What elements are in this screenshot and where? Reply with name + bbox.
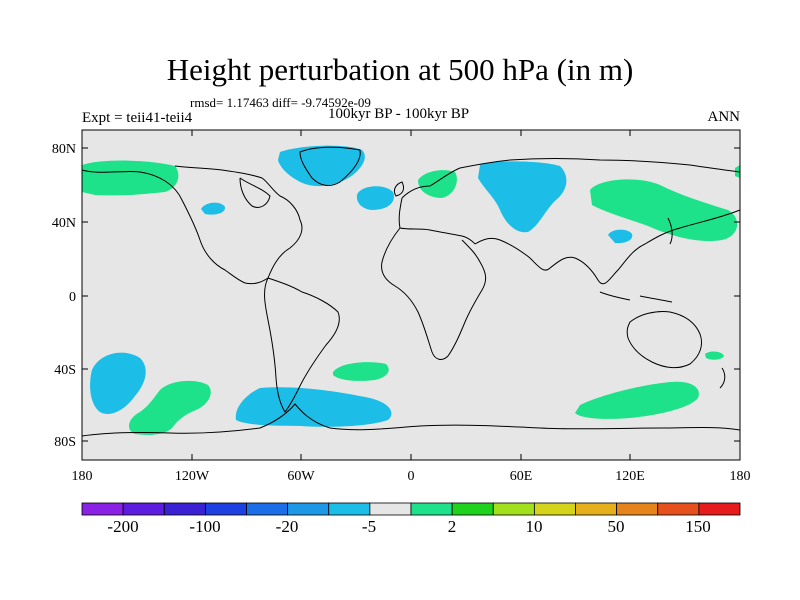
lat-label: 40S	[54, 363, 76, 378]
anomaly-pacific-small-negative	[201, 202, 226, 215]
coast-south-america	[264, 277, 340, 413]
colorbar-labels: -200 -100 -20 -5 2 10 50 150	[107, 517, 710, 536]
anomaly-scandinavia-positive	[418, 170, 457, 198]
colorbar-label: 50	[608, 517, 625, 536]
coastline-layer	[81, 146, 741, 437]
experiment-label: Expt = teii41-teii4	[82, 110, 193, 126]
colorbar-swatch	[287, 502, 330, 516]
coast-new-zealand	[719, 367, 726, 389]
colorbar-label: 2	[448, 517, 457, 536]
coast-antarctica	[81, 403, 741, 437]
colorbar-swatch	[657, 502, 700, 516]
lat-label: 80S	[54, 435, 76, 450]
coast-uk	[393, 181, 405, 197]
anomaly-tasman-positive	[705, 351, 724, 360]
lon-axis: 180 120W 60W 0 60E 120E 180	[72, 130, 751, 484]
lon-label: 60W	[287, 469, 315, 484]
lat-label: 0	[69, 290, 76, 305]
colorbar-label: 150	[685, 517, 711, 536]
lon-label: 0	[408, 469, 415, 484]
coast-greenland	[299, 146, 361, 186]
lat-label: 80N	[52, 142, 76, 157]
colorbar-swatch	[575, 502, 618, 516]
lon-label: 120E	[615, 469, 645, 484]
anomaly-drake-passage-negative	[235, 387, 392, 427]
colorbar-swatch	[616, 502, 659, 516]
anomaly-east-asia-negative	[608, 229, 633, 244]
lon-label: 180	[730, 469, 751, 484]
colorbar-swatch	[246, 502, 289, 516]
lon-label: 60E	[510, 469, 533, 484]
lat-axis: 80N 40N 0 40S 80S	[52, 142, 740, 450]
colorbar-swatch	[451, 502, 494, 516]
period-label: 100kyr BP - 100kyr BP	[328, 106, 470, 122]
coast-africa	[381, 227, 487, 360]
colorbar-swatch	[410, 502, 453, 516]
colorbar-swatch	[492, 502, 535, 516]
colorbar-label: 10	[526, 517, 543, 536]
stats-label: rmsd= 1.17463 diff= -9.74592e-09	[190, 95, 371, 110]
anomaly-greenland-negative	[278, 145, 365, 187]
colorbar-swatch	[533, 502, 576, 516]
colorbar-swatch	[328, 502, 371, 516]
colorbar-label: -200	[107, 517, 138, 536]
anomaly-southern-ocean-positive	[575, 381, 699, 419]
colorbar-label: -20	[276, 517, 299, 536]
coast-hudson-bay	[239, 177, 271, 208]
colorbar-swatch	[698, 502, 741, 516]
lat-label: 40N	[52, 216, 76, 231]
colorbar-swatch	[369, 502, 412, 516]
plot-title: Height perturbation at 500 hPa (in m)	[166, 52, 634, 87]
anomaly-layer	[82, 145, 740, 435]
coast-japan	[667, 217, 673, 245]
colorbar-label: -5	[362, 517, 376, 536]
anomaly-south-atlantic-positive	[333, 362, 389, 381]
lon-label: 120W	[175, 469, 210, 484]
colorbar-swatch	[163, 502, 206, 516]
colorbar-swatch	[204, 502, 247, 516]
lon-label: 180	[72, 469, 93, 484]
colorbar-label: -100	[189, 517, 220, 536]
colorbar-swatch	[122, 502, 165, 516]
colorbar-swatch	[81, 502, 124, 516]
anomaly-north-pacific-east-positive	[590, 179, 738, 242]
coast-indonesia	[599, 291, 673, 303]
anomaly-north-pacific-positive	[82, 160, 179, 196]
anomaly-south-pacific-positive	[128, 380, 211, 435]
coast-asia-south	[474, 209, 741, 285]
anomaly-siberia-negative	[478, 161, 567, 233]
colorbar	[81, 502, 741, 516]
coast-australia	[626, 311, 703, 369]
coast-mediterranean	[398, 197, 476, 245]
anomaly-south-pacific-negative	[90, 352, 146, 415]
anomaly-atlantic-negative	[356, 186, 394, 210]
coast-europe-asia	[401, 158, 741, 199]
season-label: ANN	[707, 109, 741, 125]
